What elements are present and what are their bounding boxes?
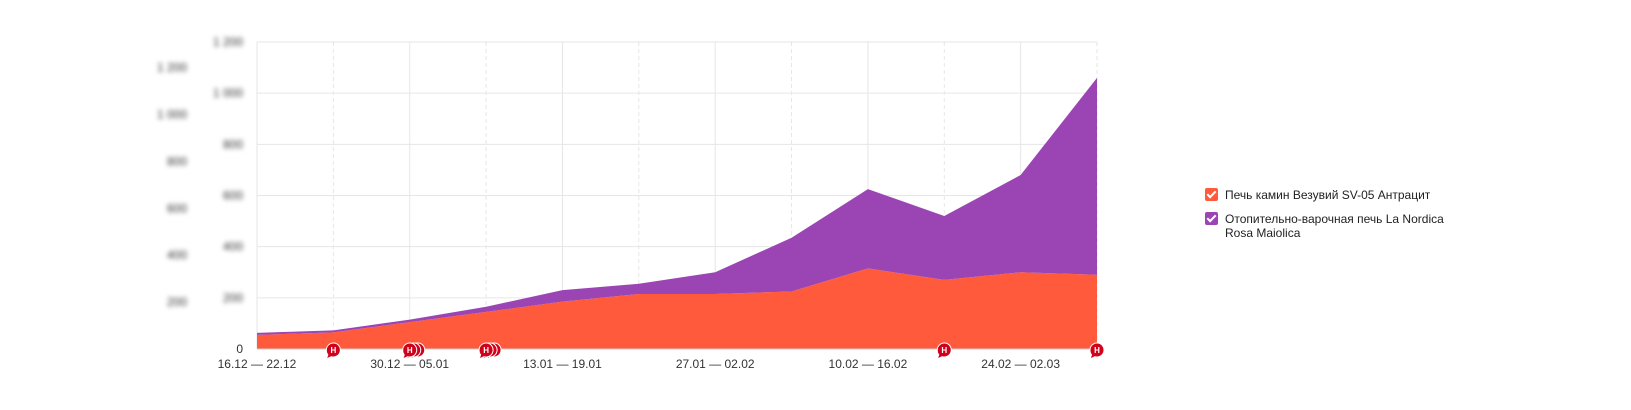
marker-bubble[interactable] bbox=[1089, 342, 1105, 360]
y-tick-label: 200 bbox=[223, 291, 243, 305]
marker-label: H bbox=[1094, 346, 1100, 355]
y-tick-label: 0 bbox=[236, 342, 243, 356]
y-tick-label: 600 bbox=[223, 189, 243, 203]
event-marker-icon[interactable]: H bbox=[478, 342, 494, 360]
y-tick-label-secondary: 400 bbox=[167, 248, 187, 262]
checkbox-icon[interactable] bbox=[1205, 212, 1218, 225]
x-tick-label: 16.12 — 22.12 bbox=[218, 357, 297, 371]
y-tick-label-secondary: 600 bbox=[167, 201, 187, 215]
event-marker-icon[interactable]: H bbox=[401, 342, 418, 360]
x-tick-label: 30.12 — 05.01 bbox=[370, 357, 449, 371]
y-tick-label-secondary: 800 bbox=[167, 154, 187, 168]
x-tick-label: 24.02 — 02.03 bbox=[981, 357, 1060, 371]
marker-bubble[interactable] bbox=[936, 342, 952, 360]
y-tick-label: 1 000 bbox=[213, 86, 243, 100]
legend: Печь камин Везувий SV-05 Антрацит Отопит… bbox=[1205, 188, 1465, 250]
event-marker-icon[interactable]: H bbox=[1089, 342, 1105, 360]
y-tick-label-secondary: 1 200 bbox=[157, 61, 187, 75]
marker-bubble[interactable] bbox=[401, 342, 418, 360]
marker-bubble[interactable] bbox=[478, 342, 494, 360]
axes: 0 200 400 600 800 1 000 1 200 200 400 600 800 1 000… bbox=[157, 35, 1097, 371]
legend-item-series-1[interactable]: Печь камин Везувий SV-05 Антрацит bbox=[1205, 188, 1465, 202]
marker-bubble[interactable] bbox=[325, 342, 341, 360]
y-tick-label: 1 200 bbox=[213, 35, 243, 49]
series-area-2 bbox=[257, 77, 1097, 335]
marker-label: H bbox=[330, 346, 336, 355]
marker-label: H bbox=[483, 346, 489, 355]
y-tick-label-secondary: 200 bbox=[167, 295, 187, 309]
legend-item-series-2[interactable]: Отопительно-варочная печь La Nordica Ros… bbox=[1205, 212, 1465, 240]
y-tick-label: 400 bbox=[223, 240, 243, 254]
marker-label: H bbox=[941, 346, 947, 355]
legend-label: Печь камин Везувий SV-05 Антрацит bbox=[1225, 188, 1431, 202]
event-marker-icon[interactable]: H bbox=[936, 342, 952, 360]
marker-label: H bbox=[407, 346, 413, 355]
series-areas bbox=[257, 77, 1097, 349]
checkbox-icon[interactable] bbox=[1205, 188, 1218, 201]
event-marker-icon[interactable]: H bbox=[325, 342, 341, 360]
x-tick-label: 27.01 — 02.02 bbox=[676, 357, 755, 371]
legend-label: Отопительно-варочная печь La Nordica Ros… bbox=[1225, 212, 1444, 240]
x-tick-label: 13.01 — 19.01 bbox=[523, 357, 602, 371]
y-tick-label: 800 bbox=[223, 137, 243, 151]
series-area-1 bbox=[257, 268, 1097, 349]
x-tick-label: 10.02 — 16.02 bbox=[829, 357, 908, 371]
y-tick-label-secondary: 1 000 bbox=[157, 107, 187, 121]
